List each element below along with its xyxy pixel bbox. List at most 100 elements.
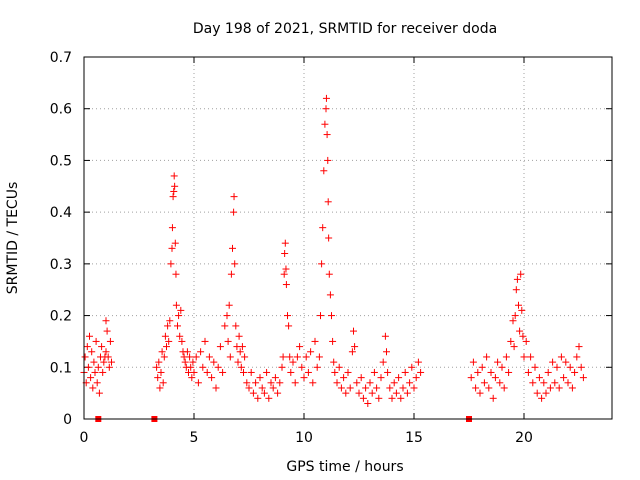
data-point	[227, 270, 235, 278]
data-point	[236, 348, 244, 356]
y-axis-label: SRMTID / TECUs	[5, 182, 21, 295]
data-point	[286, 353, 294, 361]
data-point	[319, 224, 327, 232]
data-point	[271, 374, 279, 382]
data-point	[309, 379, 317, 387]
data-point	[298, 363, 306, 371]
data-point	[571, 368, 579, 376]
data-point	[491, 374, 499, 382]
data-point	[284, 312, 291, 320]
data-point	[225, 301, 233, 309]
data-point	[208, 374, 216, 382]
data-point	[287, 368, 295, 376]
axis-ticks	[83, 56, 612, 420]
data-point	[562, 358, 570, 366]
data-point	[476, 389, 484, 397]
data-point	[93, 379, 101, 387]
data-point	[540, 379, 548, 387]
data-point	[219, 368, 227, 376]
data-point	[254, 394, 262, 402]
data-point	[224, 337, 232, 345]
data-point	[397, 394, 405, 402]
data-point	[159, 379, 167, 387]
data-point	[158, 348, 166, 356]
y-tick-label: 0.1	[50, 360, 72, 376]
data-point	[516, 327, 524, 335]
data-point	[509, 317, 517, 325]
data-point	[293, 353, 301, 361]
data-point	[522, 337, 530, 345]
data-point	[160, 353, 168, 361]
data-point	[95, 389, 103, 397]
data-point	[478, 363, 486, 371]
data-point	[281, 250, 289, 258]
data-point	[183, 348, 191, 356]
data-point	[313, 363, 321, 371]
data-point	[329, 337, 337, 345]
data-point	[164, 322, 172, 330]
data-point	[230, 208, 238, 216]
data-point	[307, 348, 315, 356]
data-point	[417, 368, 425, 376]
x-tick-label: 0	[80, 430, 89, 446]
data-point	[108, 358, 115, 366]
data-point	[102, 317, 110, 325]
data-point	[274, 389, 282, 397]
data-point	[300, 374, 308, 382]
data-point	[406, 379, 414, 387]
data-point	[489, 394, 497, 402]
data-point	[197, 348, 205, 356]
data-point	[155, 358, 163, 366]
data-point	[241, 353, 249, 361]
data-point	[174, 322, 181, 330]
data-point	[99, 368, 107, 376]
data-point	[189, 358, 197, 366]
data-point	[344, 368, 352, 376]
data-point	[364, 399, 372, 407]
data-point	[88, 348, 96, 356]
data-point	[84, 363, 92, 371]
data-point	[520, 353, 528, 361]
data-point	[325, 270, 333, 278]
data-point	[568, 384, 576, 392]
data-point	[377, 374, 385, 382]
data-point	[326, 291, 334, 299]
y-tick-label: 0.3	[50, 257, 72, 273]
data-point	[474, 368, 482, 376]
data-point	[315, 353, 323, 361]
data-point	[566, 363, 574, 371]
data-point	[267, 379, 275, 387]
data-point	[98, 343, 106, 351]
data-point	[234, 358, 242, 366]
data-point	[86, 332, 93, 340]
data-point	[544, 368, 552, 376]
data-point	[171, 239, 179, 247]
data-point	[487, 368, 495, 376]
data-point	[282, 265, 290, 273]
data-point	[285, 322, 293, 330]
data-point	[370, 368, 378, 376]
data-point	[518, 306, 526, 314]
data-point	[323, 131, 331, 139]
data-point	[384, 368, 392, 376]
data-point	[320, 167, 328, 175]
data-point	[289, 358, 297, 366]
data-point	[527, 353, 535, 361]
x-tick-label: 5	[190, 430, 199, 446]
data-point	[381, 332, 389, 340]
x-tick-label: 10	[295, 430, 313, 446]
data-point	[302, 353, 310, 361]
data-point	[181, 358, 189, 366]
data-point	[276, 379, 284, 387]
data-point	[166, 317, 174, 325]
data-point	[256, 374, 264, 382]
data-point	[102, 348, 110, 356]
data-point	[328, 312, 335, 320]
data-point	[157, 368, 165, 376]
data-point	[194, 379, 202, 387]
data-point	[101, 353, 109, 361]
data-point	[171, 182, 179, 190]
data-point	[511, 312, 519, 320]
y-tick-label: 0.2	[50, 309, 72, 325]
data-point	[355, 389, 363, 397]
